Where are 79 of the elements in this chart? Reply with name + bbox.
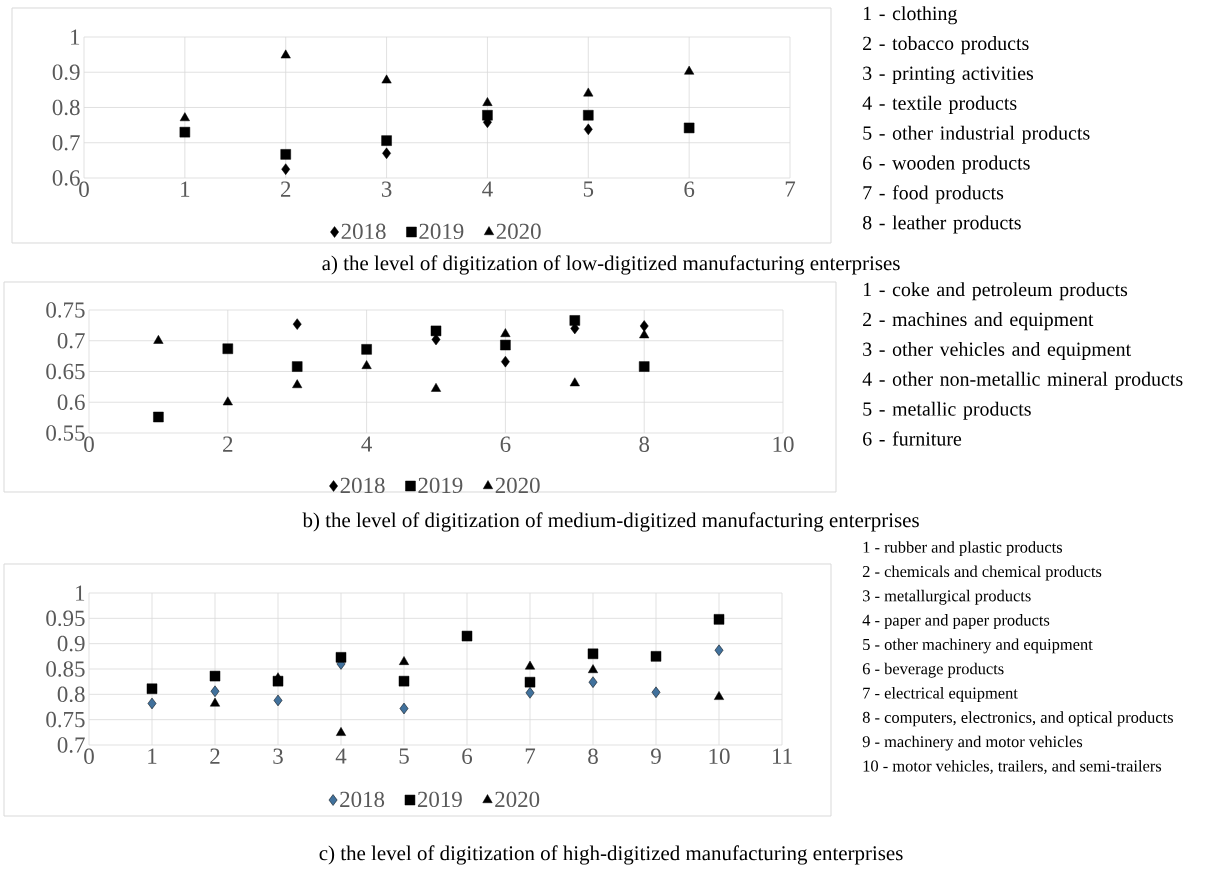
x-tick-label: 5 bbox=[399, 748, 409, 764]
text: b) the level of digitization of medium-digitized manufacturing enterprises bbox=[302, 512, 919, 532]
x-tick-label: 9 bbox=[651, 748, 661, 764]
text: 6 - wooden products bbox=[863, 155, 1030, 174]
text: 4 - other non-metallic mineral products bbox=[862, 371, 1183, 390]
text: 6 - beverage products bbox=[862, 662, 1004, 678]
legend-label: 2019 bbox=[417, 791, 462, 808]
legend-label: 2020 bbox=[495, 477, 540, 494]
text: 5 - metallic products bbox=[863, 401, 1031, 420]
x-tick-label: 0 bbox=[84, 436, 94, 452]
x-tick-label: 6 bbox=[684, 181, 695, 197]
y-tick-label: 0.7 bbox=[57, 737, 85, 753]
text: 7 - food products bbox=[863, 185, 1004, 204]
text: 8 - computers, electronics, and optical products bbox=[862, 711, 1173, 727]
text: 7 - electrical equipment bbox=[863, 687, 1018, 702]
text: 8 - leather products bbox=[862, 215, 1021, 234]
x-tick-label: 2 bbox=[210, 748, 220, 764]
text: 4 - paper and paper products bbox=[862, 614, 1050, 630]
text: 3 - printing activities bbox=[863, 66, 1034, 85]
x-tick-label: 4 bbox=[335, 748, 347, 764]
legend-label: 2018 bbox=[340, 477, 385, 494]
legend-label: 2018 bbox=[340, 791, 385, 808]
text: 5 - other machinery and equipment bbox=[863, 638, 1093, 654]
x-tick-label: 3 bbox=[273, 748, 283, 764]
y-tick-label: 0.85 bbox=[46, 661, 85, 677]
x-tick-label: 8 bbox=[639, 436, 650, 452]
legend-label: 2018 bbox=[341, 223, 386, 240]
legend-label: 2020 bbox=[496, 223, 541, 240]
legend-label: 2020 bbox=[495, 791, 540, 808]
y-tick-label: 0.75 bbox=[46, 711, 85, 728]
text: 3 - metallurgical products bbox=[862, 589, 1031, 605]
x-tick-label: 4 bbox=[361, 436, 372, 452]
x-tick-label: 1 bbox=[148, 748, 157, 764]
text: 2 - tobacco products bbox=[863, 36, 1029, 55]
x-tick-label: 7 bbox=[525, 748, 536, 764]
text: 5 - other industrial products bbox=[863, 125, 1090, 144]
x-tick-label: 5 bbox=[583, 181, 594, 197]
y-tick-label: 0.6 bbox=[57, 394, 85, 411]
x-tick-label: 6 bbox=[500, 436, 511, 452]
y-tick-label: 0.9 bbox=[52, 64, 80, 81]
y-tick-label: 0.8 bbox=[52, 99, 80, 116]
y-tick-label: 1 bbox=[71, 29, 80, 45]
x-tick-label: 0 bbox=[84, 748, 94, 764]
text: 10 - motor vehicles, trailers, and semi-trailers bbox=[863, 759, 1162, 774]
x-tick-label: 7 bbox=[785, 181, 796, 197]
text: 2 - chemicals and chemical products bbox=[862, 565, 1102, 581]
text: 3 - other vehicles and equipment bbox=[863, 341, 1132, 361]
x-tick-label: 2 bbox=[223, 436, 233, 452]
y-tick-label: 0.9 bbox=[57, 635, 85, 652]
y-tick-label: 0.75 bbox=[46, 302, 85, 318]
text: c) the level of digitization of high-digitized manufacturing enterprises bbox=[319, 845, 903, 865]
x-tick-label: 10 bbox=[709, 748, 730, 764]
text: 1 - coke and petroleum products bbox=[863, 282, 1128, 301]
y-tick-label: 0.65 bbox=[46, 363, 85, 380]
legend-label: 2019 bbox=[418, 477, 463, 494]
text: a) the level of digitization of low-digitized manufacturing enterprises bbox=[322, 255, 900, 275]
x-tick-label: 11 bbox=[772, 748, 792, 764]
y-tick-label: 0.6 bbox=[52, 170, 80, 186]
legend-label: 2019 bbox=[419, 223, 464, 240]
x-tick-label: 0 bbox=[79, 181, 89, 197]
text: 1 - clothing bbox=[863, 6, 958, 25]
text: 9 - machinery and motor vehicles bbox=[862, 735, 1083, 751]
text: 4 - textile products bbox=[862, 95, 1017, 114]
y-tick-label: 0.95 bbox=[46, 610, 85, 627]
x-tick-label: 10 bbox=[773, 436, 794, 452]
y-tick-label: 0.7 bbox=[57, 332, 85, 349]
text: 1 - rubber and plastic products bbox=[863, 541, 1063, 557]
x-tick-label: 4 bbox=[482, 181, 493, 197]
x-tick-label: 1 bbox=[181, 181, 190, 197]
text: 6 - furniture bbox=[863, 431, 962, 446]
y-tick-label: 0.8 bbox=[57, 686, 85, 703]
x-tick-label: 8 bbox=[588, 748, 598, 764]
y-tick-label: 0.55 bbox=[46, 425, 85, 441]
x-tick-label: 2 bbox=[280, 181, 291, 197]
y-tick-label: 1 bbox=[76, 585, 85, 601]
x-tick-label: 6 bbox=[462, 748, 473, 764]
text: 2 - machines and equipment bbox=[863, 312, 1094, 331]
x-tick-label: 3 bbox=[381, 181, 392, 197]
y-tick-label: 0.7 bbox=[52, 134, 80, 151]
